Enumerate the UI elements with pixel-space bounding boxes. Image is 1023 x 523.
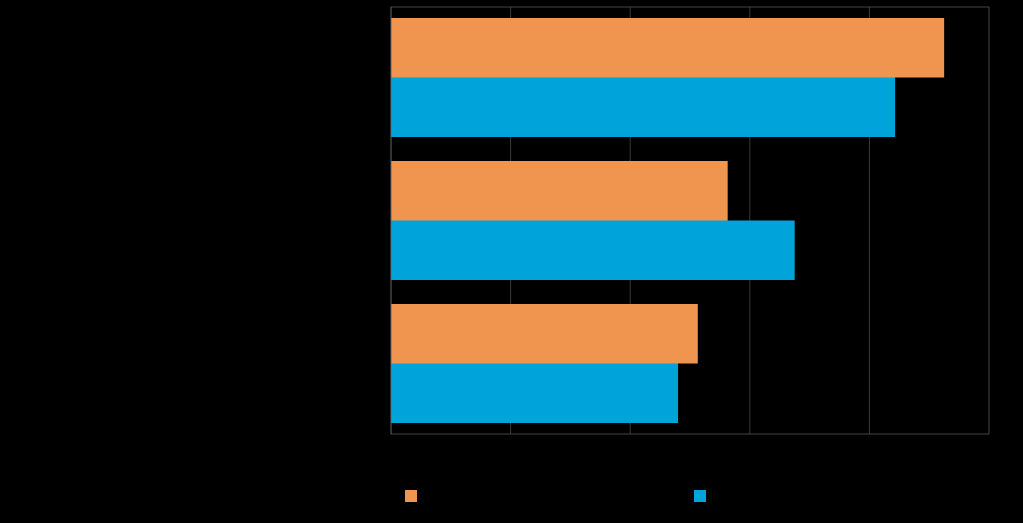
bar-series-1-category-3 [391, 304, 698, 364]
bars [391, 18, 945, 423]
bar-series-2-category-3 [391, 363, 679, 423]
bar-series-1-category-2 [391, 161, 728, 221]
plot-frame [390, 6, 990, 435]
legend [405, 490, 706, 502]
legend-swatch-series-1 [405, 490, 417, 502]
bar-series-2-category-1 [391, 77, 896, 137]
legend-swatch-series-2 [694, 490, 706, 502]
bar-series-2-category-2 [391, 220, 795, 280]
bar-series-1-category-1 [391, 18, 945, 78]
